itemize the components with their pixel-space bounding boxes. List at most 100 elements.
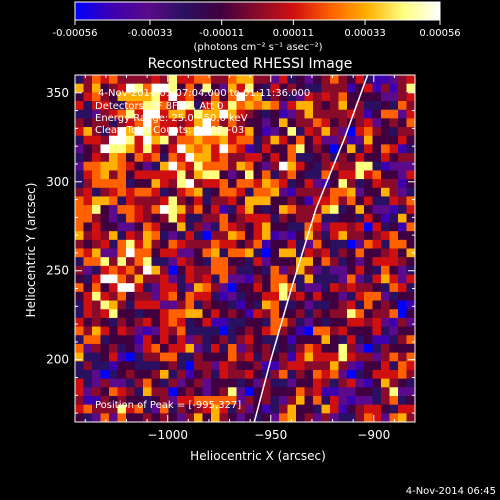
heatmap-cell	[211, 231, 221, 241]
heatmap-cell	[92, 283, 102, 293]
heatmap-cell	[211, 378, 221, 388]
heatmap-cell	[211, 395, 221, 406]
heatmap-cell	[296, 378, 306, 388]
heatmap-cell	[296, 231, 306, 241]
heatmap-cell	[296, 83, 306, 93]
heatmap-cell	[355, 187, 365, 198]
heatmap-cell	[296, 369, 306, 380]
heatmap-cell	[236, 317, 246, 328]
heatmap-cell	[389, 109, 399, 119]
heatmap-cell	[143, 369, 153, 380]
heatmap-cell	[381, 144, 391, 154]
heatmap-cell	[83, 101, 93, 111]
heatmap-cell	[313, 326, 323, 336]
heatmap-cell	[364, 317, 374, 328]
heatmap-cell	[194, 265, 204, 276]
heatmap-cell	[92, 205, 102, 215]
heatmap-cell	[109, 369, 119, 380]
heatmap-cell	[313, 222, 323, 232]
heatmap-cell	[160, 135, 170, 146]
heatmap-cell	[338, 317, 348, 328]
heatmap-cell	[117, 369, 127, 380]
heatmap-cell	[143, 127, 153, 137]
heatmap-cell	[304, 231, 314, 241]
heatmap-cell	[347, 257, 357, 267]
heatmap-cell	[236, 213, 246, 224]
heatmap-cell	[143, 404, 153, 414]
heatmap-cell	[134, 135, 144, 146]
heatmap-cell	[389, 274, 399, 284]
heatmap-cell	[219, 118, 229, 128]
heatmap-cell	[381, 127, 391, 137]
heatmap-cell	[185, 92, 195, 102]
heatmap-cell	[364, 309, 374, 319]
heatmap-cell	[202, 83, 212, 93]
heatmap-cell	[381, 187, 391, 198]
heatmap-cell	[347, 395, 357, 406]
heatmap-cell	[143, 387, 153, 397]
heatmap-cell	[185, 153, 195, 163]
heatmap-cell	[355, 361, 365, 371]
heatmap-cell	[262, 265, 272, 276]
heatmap-cell	[211, 170, 221, 180]
heatmap-cell	[262, 153, 272, 163]
heatmap-cell	[279, 170, 289, 180]
heatmap-cell	[304, 196, 314, 206]
heatmap-cell	[270, 283, 280, 293]
heatmap-cell	[296, 196, 306, 206]
heatmap-cell	[398, 239, 408, 250]
heatmap-cell	[347, 352, 357, 362]
heatmap-cell	[151, 109, 161, 119]
heatmap-cell	[185, 213, 195, 224]
heatmap-cell	[330, 222, 340, 232]
heatmap-cell	[245, 109, 255, 119]
heatmap-cell	[151, 413, 161, 422]
heatmap-cell	[253, 395, 263, 406]
heatmap-cell	[236, 265, 246, 276]
heatmap-cell	[372, 213, 382, 224]
heatmap-cell	[202, 239, 212, 250]
heatmap-cell	[253, 361, 263, 371]
heatmap-cell	[134, 101, 144, 111]
heatmap-cell	[219, 205, 229, 215]
heatmap-cell	[262, 170, 272, 180]
heatmap-cell	[143, 335, 153, 345]
heatmap-cell	[126, 187, 136, 198]
heatmap-cell	[194, 101, 204, 111]
heatmap-cell	[236, 361, 246, 371]
heatmap-cell	[202, 161, 212, 172]
heatmap-cell	[364, 413, 374, 422]
heatmap-cell	[287, 326, 297, 336]
heatmap-cell	[126, 161, 136, 172]
heatmap-cell	[75, 239, 85, 250]
heatmap-cell	[364, 361, 374, 371]
heatmap-cell	[117, 309, 127, 319]
heatmap-cell	[287, 187, 297, 198]
heatmap-cell	[381, 309, 391, 319]
heatmap-cell	[185, 387, 195, 397]
heatmap-cell	[134, 187, 144, 198]
heatmap-cell	[296, 118, 306, 128]
heatmap-cell	[168, 135, 178, 146]
heatmap-cell	[355, 265, 365, 276]
heatmap-cell	[177, 170, 187, 180]
heatmap-cell	[177, 265, 187, 276]
heatmap-cell	[126, 213, 136, 224]
heatmap-cell	[228, 83, 238, 93]
heatmap-cell	[253, 161, 263, 172]
heatmap-cell	[117, 144, 127, 154]
heatmap-cell	[279, 222, 289, 232]
heatmap-cell	[194, 83, 204, 93]
timestamp: 4-Nov-2014 06:45	[406, 486, 496, 497]
heatmap-cell	[117, 326, 127, 336]
heatmap-cell	[262, 92, 272, 102]
heatmap-cell	[126, 109, 136, 119]
heatmap-cell	[219, 317, 229, 328]
heatmap-cell	[100, 413, 110, 422]
heatmap-cell	[177, 248, 187, 258]
heatmap-cell	[287, 317, 297, 328]
heatmap-cell	[330, 118, 340, 128]
heatmap-cell	[100, 361, 110, 371]
heatmap-cell	[168, 179, 178, 189]
heatmap-cell	[372, 291, 382, 302]
